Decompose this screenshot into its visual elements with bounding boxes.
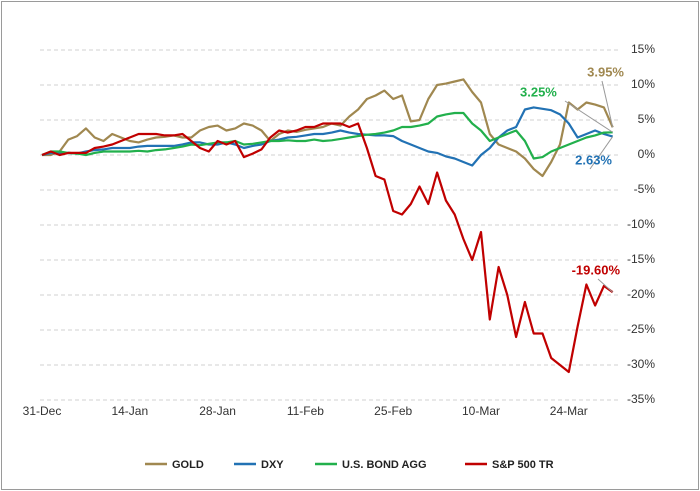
y-tick-label: -5% bbox=[634, 182, 656, 196]
y-tick-label: -10% bbox=[627, 217, 655, 231]
legend-label: DXY bbox=[261, 459, 284, 471]
x-tick-label: 28-Jan bbox=[199, 404, 236, 418]
x-tick-label: 25-Feb bbox=[374, 404, 412, 418]
series-line bbox=[41, 122, 614, 374]
end-label: 3.25% bbox=[520, 84, 557, 99]
y-tick-label: 0% bbox=[638, 147, 656, 161]
leader-line bbox=[601, 80, 614, 128]
series-line bbox=[42, 78, 614, 178]
legend-label: S&P 500 TR bbox=[492, 459, 554, 471]
end-label: 3.95% bbox=[587, 64, 624, 79]
series-line bbox=[41, 106, 614, 167]
x-tick-label: 14-Jan bbox=[111, 404, 148, 418]
y-tick-label: 10% bbox=[631, 77, 655, 91]
leader-line bbox=[564, 100, 613, 133]
legend-label: U.S. BOND AGG bbox=[342, 459, 427, 471]
x-tick-label: 11-Feb bbox=[287, 404, 324, 418]
leader-line bbox=[597, 278, 614, 293]
end-label: 2.63% bbox=[575, 152, 612, 167]
leader-line bbox=[589, 136, 614, 170]
y-tick-label: -30% bbox=[627, 357, 655, 371]
y-tick-label: -25% bbox=[627, 322, 655, 336]
y-tick-label: -20% bbox=[627, 287, 655, 301]
y-tick-label: -35% bbox=[627, 392, 655, 406]
series-line bbox=[41, 111, 613, 160]
x-tick-label: 10-Mar bbox=[462, 404, 500, 418]
y-tick-label: 5% bbox=[638, 112, 656, 126]
y-tick-label: 15% bbox=[631, 42, 655, 56]
legend-label: GOLD bbox=[172, 459, 204, 471]
x-tick-label: 31-Dec bbox=[23, 404, 62, 418]
end-label: -19.60% bbox=[572, 262, 621, 277]
y-tick-label: -15% bbox=[627, 252, 655, 266]
x-tick-label: 24-Mar bbox=[550, 404, 588, 418]
